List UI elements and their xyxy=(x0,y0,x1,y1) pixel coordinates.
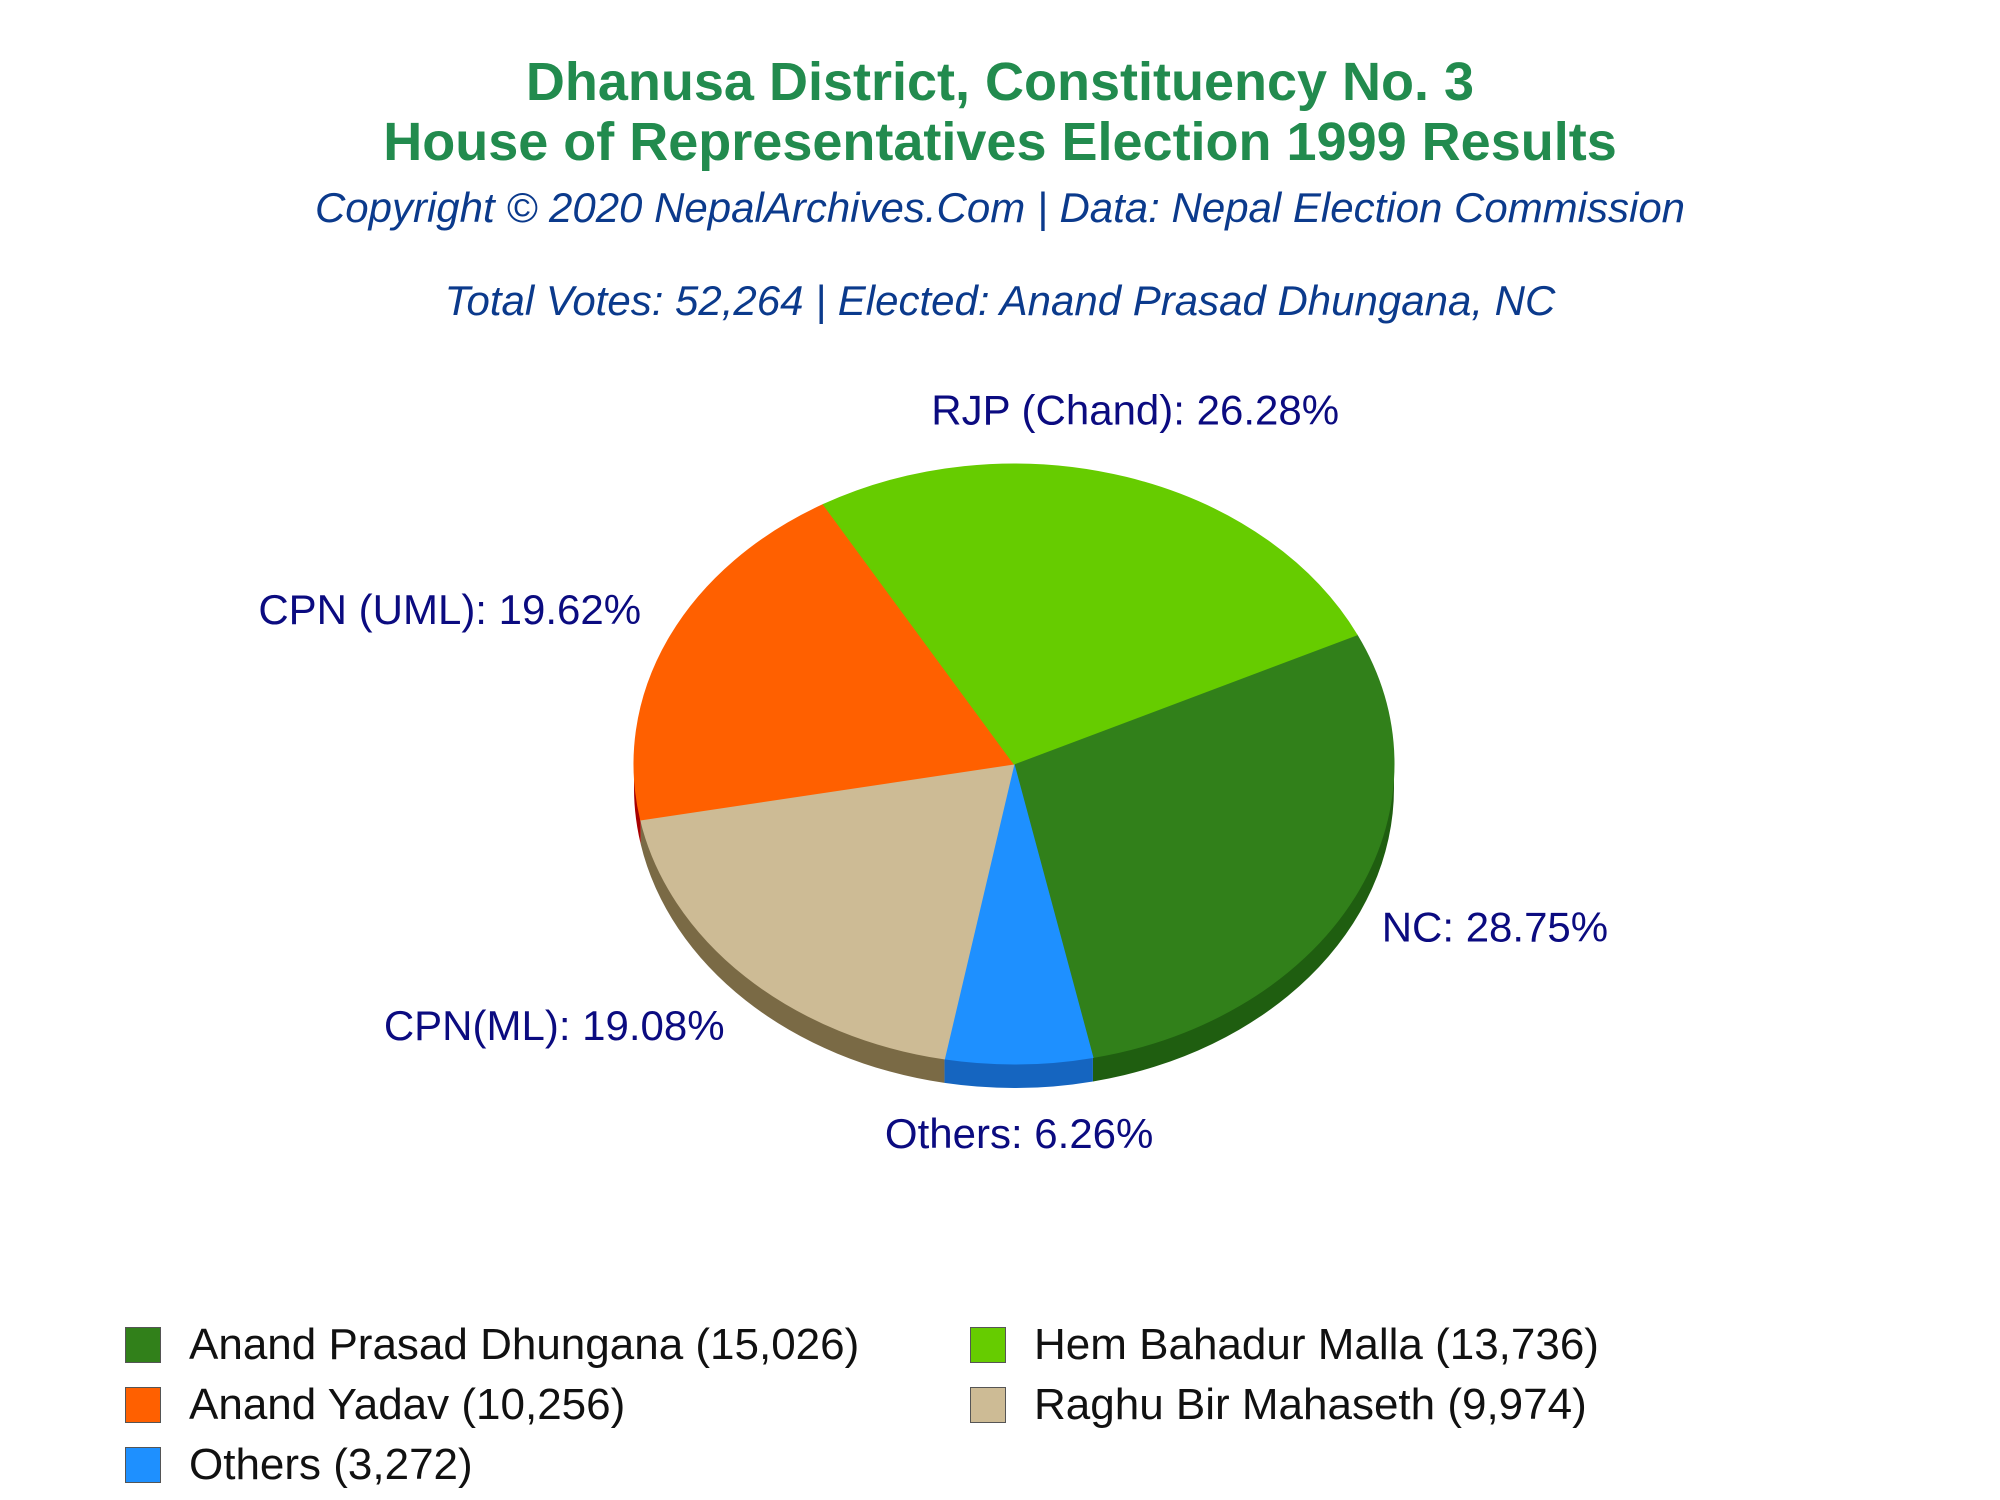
pie-slice-label: Others: 6.26% xyxy=(885,1110,1153,1157)
chart-copyright: Copyright © 2020 NepalArchives.Com | Dat… xyxy=(314,184,1686,231)
chart-summary: Total Votes: 52,264 | Elected: Anand Pra… xyxy=(444,277,1556,324)
pie-slice xyxy=(943,763,1094,1065)
pie-slices xyxy=(633,463,1395,1065)
pie-slice xyxy=(633,503,1015,821)
pie-slice-label: CPN(ML): 19.08% xyxy=(384,1002,725,1049)
pie-side-walls xyxy=(634,764,1394,1088)
pie-slice-label: CPN (UML): 19.62% xyxy=(258,586,641,633)
chart-title-line2: House of Representatives Election 1999 R… xyxy=(383,112,1617,172)
pie-slice xyxy=(640,763,1015,1060)
pie-slice-label: RJP (Chand): 26.28% xyxy=(931,387,1339,434)
pie-slice xyxy=(822,463,1358,765)
pie-labels: NC: 28.75% Others: 6.26% CPN(ML): 19.08% CP… xyxy=(258,387,1608,1157)
pie-slice-label: NC: 28.75% xyxy=(1382,904,1608,951)
pie-slice xyxy=(1013,634,1395,1059)
pie-slice-side xyxy=(640,819,945,1083)
pie-slice-side xyxy=(944,1057,1093,1088)
chart-title-line1: Dhanusa District, Constituency No. 3 xyxy=(525,52,1475,112)
pie-slice-side xyxy=(1092,764,1394,1082)
